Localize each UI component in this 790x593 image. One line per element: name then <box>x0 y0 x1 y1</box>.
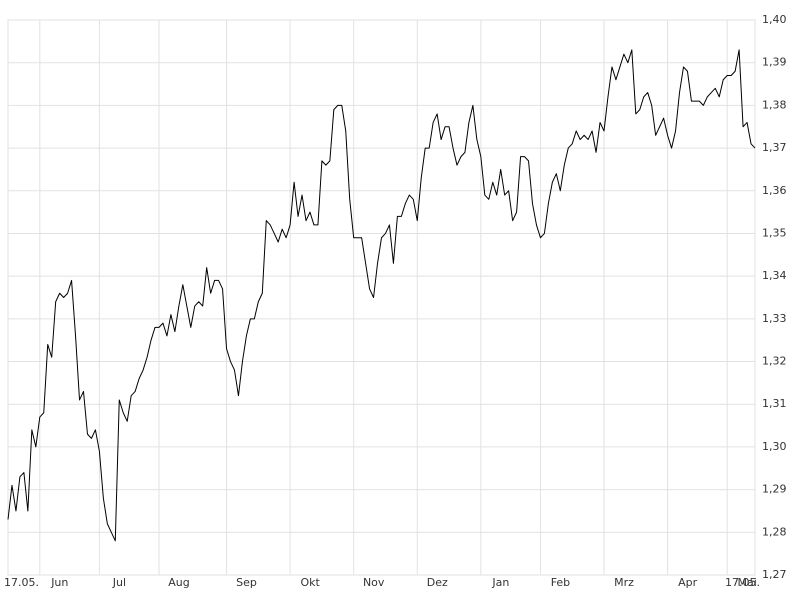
x-tick-label: 17.05. <box>4 576 39 589</box>
x-tick-label: Dez <box>427 576 448 589</box>
x-tick-label: 17.05. <box>725 576 760 589</box>
x-tick-label: Aug <box>168 576 189 589</box>
price-line <box>7 49 756 542</box>
x-tick-label: Mai <box>738 576 757 589</box>
y-tick-label: 1,34 <box>762 269 787 282</box>
x-tick-label: Sep <box>236 576 257 589</box>
plot-frame <box>7 19 756 576</box>
y-tick-label: 1,39 <box>762 56 787 69</box>
x-tick-label: Okt <box>300 576 320 589</box>
y-tick-label: 1,40 <box>762 13 787 26</box>
y-tick-label: 1,35 <box>762 226 787 239</box>
y-tick-label: 1,30 <box>762 440 787 453</box>
x-tick-label: Jun <box>50 576 68 589</box>
y-tick-label: 1,37 <box>762 141 787 154</box>
x-tick-label: Jan <box>491 576 509 589</box>
y-tick-label: 1,28 <box>762 525 787 538</box>
y-tick-label: 1,32 <box>762 355 787 368</box>
y-tick-label: 1,33 <box>762 312 787 325</box>
x-tick-label: Apr <box>678 576 698 589</box>
x-tick-label: Mrz <box>614 576 634 589</box>
y-tick-label: 1,31 <box>762 397 787 410</box>
y-tick-label: 1,29 <box>762 483 787 496</box>
y-tick-label: 1,27 <box>762 568 787 581</box>
x-tick-label: Feb <box>551 576 570 589</box>
y-tick-label: 1,38 <box>762 98 787 111</box>
y-tick-label: 1,36 <box>762 184 787 197</box>
x-tick-label: Nov <box>363 576 385 589</box>
x-tick-label: Jul <box>112 576 126 589</box>
